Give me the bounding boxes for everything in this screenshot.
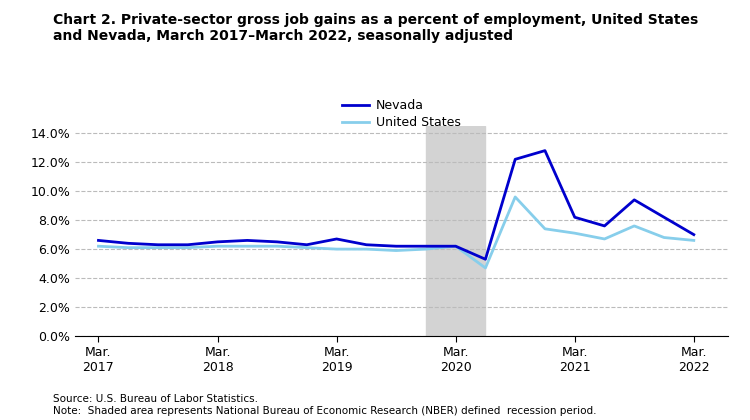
Text: Source: U.S. Bureau of Labor Statistics.
Note:  Shaded area represents National : Source: U.S. Bureau of Labor Statistics.… bbox=[53, 394, 596, 416]
Text: Chart 2. Private-sector gross job gains as a percent of employment, United State: Chart 2. Private-sector gross job gains … bbox=[53, 13, 698, 43]
Legend: Nevada, United States: Nevada, United States bbox=[337, 94, 466, 134]
Bar bbox=[426, 126, 485, 336]
